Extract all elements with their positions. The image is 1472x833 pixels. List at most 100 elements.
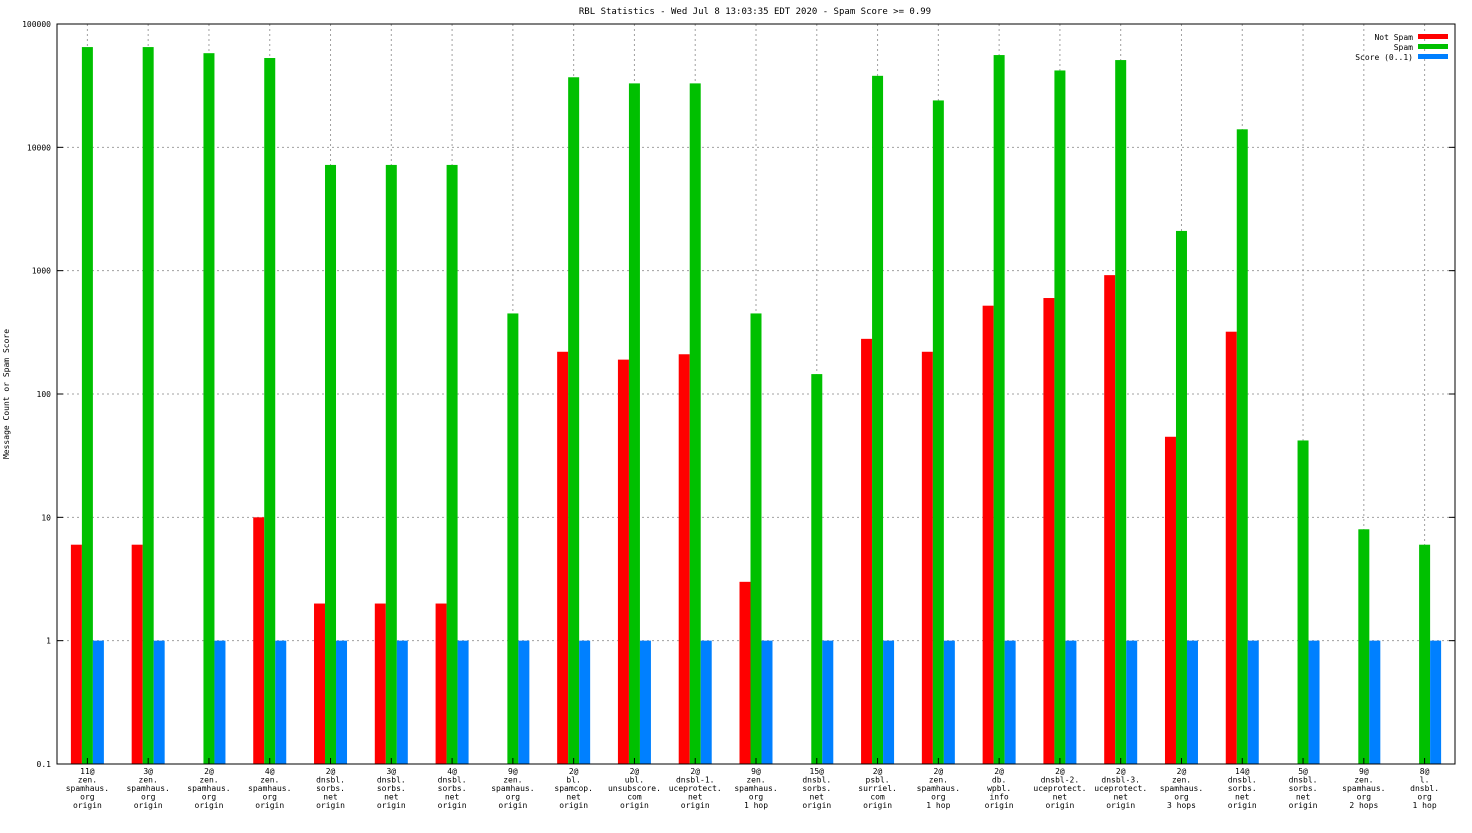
x-category-label: 2@ dnsbl-1. uceprotect. net origin (669, 767, 722, 810)
bar-score-0-1 (822, 640, 834, 764)
bar-spam (689, 83, 701, 764)
x-category-label-line: origin (1045, 801, 1074, 810)
x-category-label-line: zen. (78, 776, 97, 785)
bar-spam (81, 47, 93, 764)
x-category-label-line: dnsbl. (1410, 784, 1439, 793)
bar-not-spam (921, 351, 933, 764)
legend-label: Score (0..1) (1355, 53, 1413, 62)
y-tick-label: 0.1 (37, 760, 52, 769)
x-category-label-line: dnsbl-2. (1041, 776, 1080, 785)
x-category-label: 11@ zen. spamhaus. org origin (66, 767, 109, 810)
x-category-label-line: 2@ (1055, 767, 1065, 776)
x-category-label-line: net (566, 793, 581, 802)
x-category-label: 2@ db. wpbl. info origin (985, 767, 1014, 810)
bar-spam (507, 313, 519, 764)
bar-score-0-1 (457, 640, 469, 764)
x-category-label: 9@ zen. spamhaus. org 1 hop (734, 767, 777, 810)
x-category-label: 8@ l. dnsbl. org 1 hop (1410, 767, 1439, 810)
x-category-label-line: 8@ (1420, 767, 1430, 776)
bar-score-0-1 (275, 640, 287, 764)
x-category-label-line: ubl. (625, 776, 644, 785)
x-category-label-line: origin (1228, 801, 1257, 810)
bar-score-0-1 (396, 640, 408, 764)
x-category-label-line: zen. (260, 776, 279, 785)
x-category-label-line: 2@ (326, 767, 336, 776)
x-category-label-line: 2@ (934, 767, 944, 776)
x-category-label-line: org (80, 793, 95, 802)
x-category-label-line: psbl. (866, 776, 890, 785)
bar-spam (446, 164, 458, 765)
legend-swatch (1418, 54, 1448, 59)
legend-swatch (1418, 44, 1448, 49)
bar-score-0-1 (336, 640, 348, 764)
bar-spam (811, 374, 823, 764)
x-category-label-line: bl. (566, 776, 580, 785)
x-category-label-line: org (1357, 793, 1372, 802)
x-category-label-line: 11@ (80, 767, 95, 776)
bar-not-spam (1104, 275, 1116, 764)
y-axis-label: Message Count or Spam Score (2, 329, 11, 459)
bar-spam (203, 53, 215, 764)
x-category-label-line: origin (73, 801, 102, 810)
x-category-label-line: 3 hops (1167, 801, 1196, 810)
bar-spam (872, 75, 884, 765)
x-category-label-line: origin (985, 801, 1014, 810)
bar-score-0-1 (1186, 640, 1198, 764)
bar-spam (993, 55, 1005, 764)
x-category-label-line: 2@ (1116, 767, 1126, 776)
x-category-label-line: sorbs. (316, 784, 345, 793)
x-category-label-line: net (445, 793, 460, 802)
x-category-label: 2@ bl. spamcop. net origin (554, 767, 593, 810)
x-category-label: 2@ dnsbl. sorbs. net origin (316, 767, 345, 810)
bar-spam (628, 83, 640, 764)
bar-not-spam (1225, 331, 1237, 764)
bar-not-spam (131, 544, 143, 764)
bar-spam (142, 47, 154, 764)
bar-score-0-1 (153, 640, 165, 764)
bar-spam (568, 77, 580, 764)
x-category-label-line: 2@ (994, 767, 1004, 776)
x-category-label-line: dnsbl. (438, 776, 467, 785)
x-category-label-line: origin (681, 801, 710, 810)
x-category-label-line: org (1174, 793, 1189, 802)
bar-not-spam (617, 359, 629, 764)
x-category-label-line: net (1296, 793, 1311, 802)
bar-score-0-1 (92, 640, 104, 764)
x-category-label: 4@ zen. spamhaus. org origin (248, 767, 291, 810)
x-category-label-line: 9@ (508, 767, 518, 776)
x-category-label-line: org (749, 793, 764, 802)
x-category-label: 14@ dnsbl. sorbs. net origin (1228, 767, 1257, 810)
x-category-label-line: 2@ (204, 767, 214, 776)
x-category-label-line: 4@ (265, 767, 275, 776)
x-category-label-line: zen. (1354, 776, 1373, 785)
x-category-label: 2@ zen. spamhaus. org origin (187, 767, 230, 810)
x-category-label-line: spamhaus. (734, 784, 777, 793)
bar-not-spam (374, 603, 386, 764)
bar-spam (1236, 129, 1248, 764)
x-category-label-line: dnsbl. (1289, 776, 1318, 785)
x-category-label-line: 14@ (1235, 767, 1250, 776)
x-category-label-line: dnsbl-1. (676, 776, 715, 785)
bar-score-0-1 (1004, 640, 1016, 764)
x-category-label-line: com (870, 793, 885, 802)
x-category-label-line: 9@ (751, 767, 761, 776)
bar-spam (1054, 70, 1066, 764)
x-category-label-line: spamhaus. (187, 784, 230, 793)
x-category-label-line: 3@ (143, 767, 153, 776)
x-category-label-line: org (506, 793, 521, 802)
bar-spam (1419, 544, 1431, 764)
legend-label: Spam (1394, 43, 1413, 52)
bar-score-0-1 (1308, 640, 1320, 764)
x-category-label: 2@ dnsbl-3. uceprotect. net origin (1094, 767, 1147, 810)
x-category-label-line: origin (377, 801, 406, 810)
x-category-label-line: origin (1106, 801, 1135, 810)
bar-not-spam (861, 338, 873, 764)
bar-score-0-1 (1369, 640, 1381, 764)
chart-title: RBL Statistics - Wed Jul 8 13:03:35 EDT … (579, 7, 931, 17)
x-category-label-line: net (1113, 793, 1128, 802)
x-category-label-line: spamhaus. (917, 784, 960, 793)
bar-score-0-1 (579, 640, 591, 764)
x-category-label-line: sorbs. (802, 784, 831, 793)
